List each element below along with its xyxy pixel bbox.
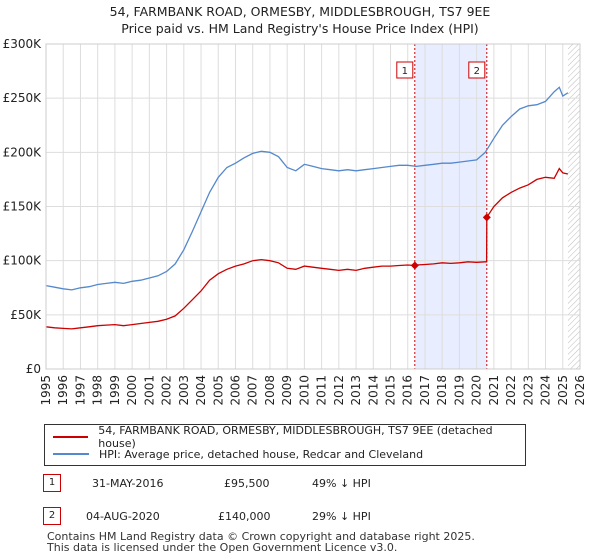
x-tick-label: 2025 [556, 375, 570, 406]
x-tick-label: 2023 [521, 375, 535, 406]
x-tick-label: 2000 [125, 375, 139, 406]
legend-swatch-property [53, 436, 89, 438]
x-tick-label: 2008 [263, 375, 277, 406]
sale-price: £95,500 [224, 477, 270, 490]
sale-number-badge: 1 [43, 474, 61, 492]
x-tick-label: 2012 [332, 375, 346, 406]
sale-date: 04-AUG-2020 [86, 510, 160, 523]
x-tick-label: 2010 [297, 375, 311, 406]
x-tick-label: 1995 [39, 375, 53, 406]
x-tick-label: 2016 [401, 375, 415, 406]
x-tick-label: 2007 [246, 375, 260, 406]
x-tick-label: 1996 [56, 375, 70, 406]
x-tick-label: 2024 [539, 375, 553, 406]
y-tick-label: £250K [3, 91, 43, 105]
plot-border [45, 43, 581, 370]
x-tick-label: 1997 [73, 375, 87, 406]
hpi-series-line [45, 86, 569, 291]
legend-label-hpi: HPI: Average price, detached house, Redc… [99, 447, 424, 461]
sale-row: 2 04-AUG-2020 £140,000 29% ↓ HPI [40, 507, 600, 525]
x-tick-label: 2015 [384, 375, 398, 406]
x-tick-label: 2004 [194, 375, 208, 406]
x-tick-label: 2005 [211, 375, 225, 406]
x-tick-label: 2022 [504, 375, 518, 406]
sale-badge-label: 2 [474, 66, 480, 77]
x-tick-label: 2011 [315, 375, 329, 406]
sale-badge-box [468, 61, 486, 79]
legend-label-property: 54, FARMBANK ROAD, ORMESBY, MIDDLESBROUG… [98, 424, 493, 450]
x-tick-label: 2020 [470, 375, 484, 406]
y-axis-labels: £0 £50K £100K £150K £200K £250K £300K [3, 37, 43, 376]
x-tick-label: 2003 [177, 375, 191, 406]
x-tick-label: 2017 [418, 375, 432, 406]
x-tick-label: 1998 [91, 375, 105, 406]
y-tick-label: £100K [3, 254, 43, 268]
legend-item-hpi: HPI: Average price, detached house, Redc… [53, 446, 423, 462]
x-tick-label: 2006 [228, 375, 242, 406]
x-tick-label: 2001 [142, 375, 156, 406]
sale-price: £140,000 [218, 510, 271, 523]
legend-swatch-hpi [53, 453, 89, 455]
y-tick-label: £150K [3, 200, 43, 214]
chart-subtitle: Price paid vs. HM Land Registry's House … [121, 21, 479, 36]
sale-date: 31-MAY-2016 [92, 477, 164, 490]
sale-points [410, 213, 491, 270]
sale-hpi-diff: 29% ↓ HPI [312, 510, 371, 523]
x-tick-label: 2021 [487, 375, 501, 406]
legend-item-property: 54, FARMBANK ROAD, ORMESBY, MIDDLESBROUG… [53, 424, 525, 450]
x-axis-labels: 1995 1996 1997 1998 1999 2000 2001 2002 2003 2004… [39, 375, 587, 406]
x-tick-label: 2013 [349, 375, 363, 406]
sale-point [482, 213, 491, 222]
x-tick-label: 1999 [108, 375, 122, 406]
chart-legend: 54, FARMBANK ROAD, ORMESBY, MIDDLESBROUG… [44, 424, 526, 466]
x-tick-label: 2018 [435, 375, 449, 406]
x-tick-label: 2019 [452, 375, 466, 406]
y-tick-label: £200K [3, 145, 43, 159]
footer-licence: This data is licensed under the Open Gov… [47, 541, 398, 554]
chart-title: 54, FARMBANK ROAD, ORMESBY, MIDDLESBROUG… [109, 4, 491, 19]
y-tick-label: £300K [3, 37, 43, 51]
sale-hpi-diff: 49% ↓ HPI [312, 477, 371, 490]
sale-number-badge: 2 [43, 507, 61, 525]
y-tick-label: £50K [10, 308, 42, 322]
y-tick-label: £0 [26, 362, 41, 376]
sale-row: 1 31-MAY-2016 £95,500 49% ↓ HPI [40, 474, 600, 492]
price-chart: £0 £50K £100K £150K £200K £250K £300K 1995 1996… [3, 37, 587, 406]
footer-copyright: Contains HM Land Registry data © Crown c… [47, 530, 475, 543]
sale-badge-label: 1 [402, 66, 408, 77]
x-tick-label: 2002 [160, 375, 174, 406]
x-tick-label: 2014 [366, 375, 380, 406]
sale-point [410, 261, 419, 270]
x-tick-label: 2009 [280, 375, 294, 406]
sale-badge-box [396, 61, 414, 79]
x-tick-label: 2026 [573, 375, 587, 406]
